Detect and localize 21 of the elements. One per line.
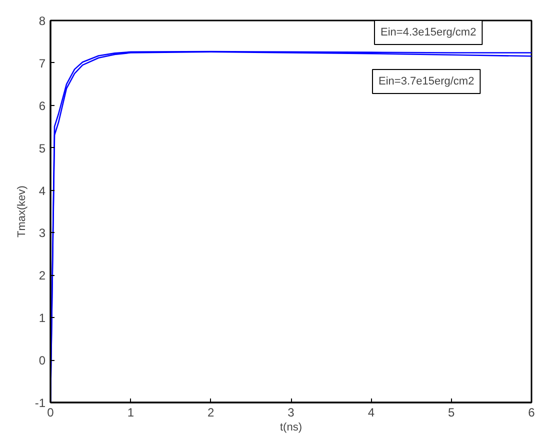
x-tick-label: 5 <box>448 406 455 420</box>
x-tick-label: 4 <box>368 406 375 420</box>
x-tick-label: 2 <box>207 406 214 420</box>
x-tick-label: 1 <box>127 406 134 420</box>
y-tick-label: 4 <box>38 184 46 198</box>
y-tick-label: -1 <box>34 396 46 410</box>
y-tick-label: 6 <box>38 98 46 113</box>
y-tick-label: 2 <box>38 268 46 283</box>
y-tick-label: 8 <box>38 14 46 28</box>
y-tick-label: 3 <box>38 226 46 240</box>
x-tick-label: 0 <box>47 406 54 420</box>
y-tick-label: 0 <box>38 354 46 368</box>
y-tick-label: 7 <box>38 56 46 70</box>
y-tick-label: 1 <box>38 311 46 326</box>
x-tick-label: 3 <box>288 406 295 420</box>
annotation: Ein=4.3e15erg/cm2 <box>380 26 476 38</box>
x-tick-label: 6 <box>528 406 535 420</box>
y-tick-label: 5 <box>38 141 46 156</box>
x-axis-title: t(ns) <box>280 422 302 434</box>
y-axis-title: Tmax(kev) <box>16 186 28 238</box>
annotation: Ein=3.7e15erg/cm2 <box>378 76 474 88</box>
